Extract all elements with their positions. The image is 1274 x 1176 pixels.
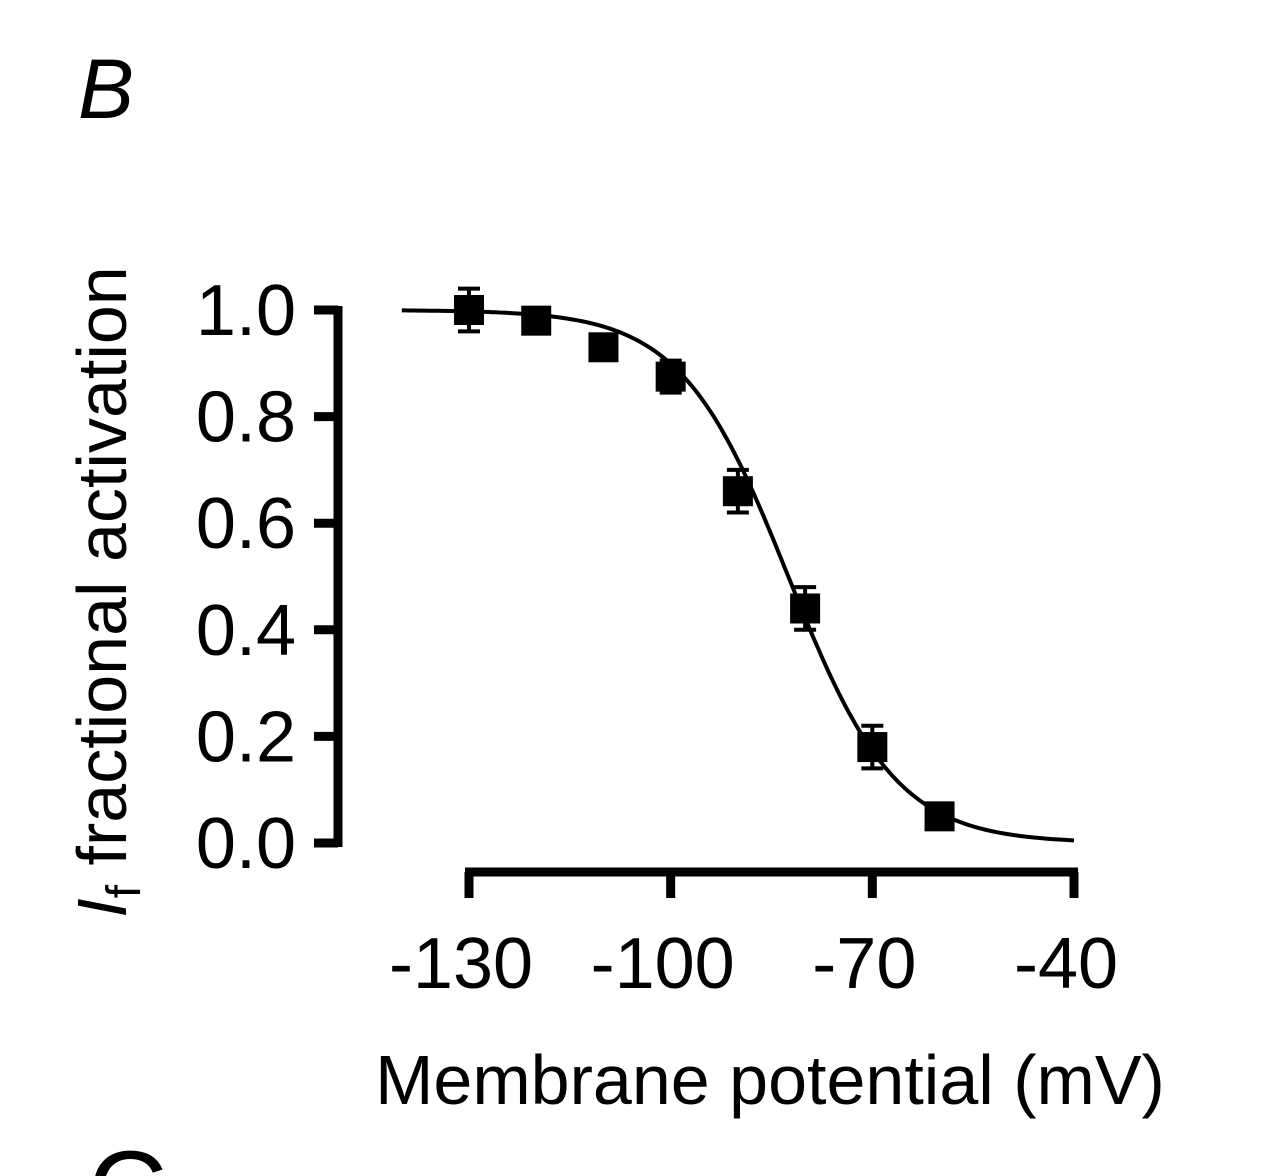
x-tick-label: -40 (1014, 924, 1118, 1004)
data-point (454, 295, 484, 325)
x-axis-title: Membrane potential (mV) (375, 1041, 1165, 1119)
y-axis: 0.0 0.2 0.4 0.6 0.8 1.0 (196, 271, 343, 884)
x-tick-label: -130 (389, 924, 533, 1004)
y-axis-title-symbol: I (63, 898, 141, 917)
next-panel-label: C (88, 1129, 167, 1176)
data-point (655, 361, 686, 392)
data-point (790, 593, 821, 624)
data-point (722, 476, 753, 507)
x-tick-label: -100 (591, 924, 735, 1004)
y-axis-title-subscript: f (98, 884, 151, 898)
y-tick-label: 1.0 (196, 271, 296, 351)
y-tick-label: 0.8 (196, 378, 296, 458)
data-point (857, 732, 888, 763)
x-axis: -130 -100 -70 -40 (389, 867, 1118, 1004)
y-tick-label: 0.6 (196, 484, 296, 564)
plot-area (401, 286, 1075, 843)
x-tick-label: -70 (812, 924, 916, 1004)
y-tick-label: 0.2 (196, 697, 296, 777)
y-axis-title: If fractional activation (63, 266, 151, 917)
y-tick-label: 0.4 (196, 591, 296, 671)
y-axis-title-text: fractional activation (63, 266, 141, 885)
data-point (588, 332, 619, 363)
fit-curve (401, 308, 1075, 843)
data-point (924, 801, 955, 832)
panel-label: B (78, 42, 134, 136)
data-point (521, 305, 552, 336)
y-tick-label: 0.0 (196, 804, 296, 884)
